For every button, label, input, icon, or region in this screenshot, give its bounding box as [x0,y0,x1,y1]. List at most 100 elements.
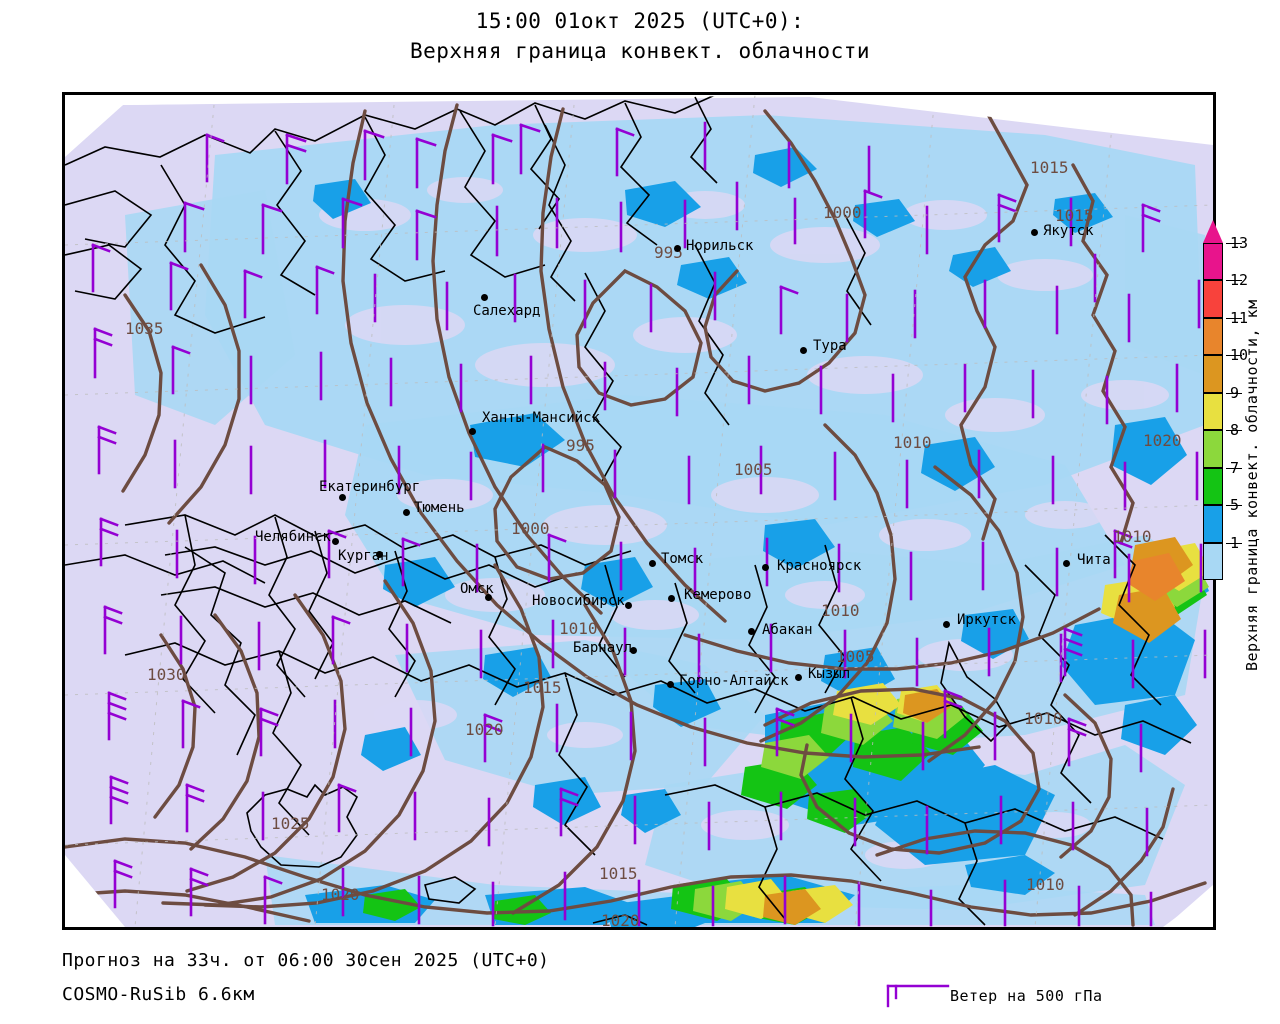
colorbar-top-arrow [1203,220,1223,243]
city-label: Чита [1077,552,1111,568]
isobar-label: 1030 [147,665,186,684]
title-line-parameter: Верхняя граница конвект. облачности [409,39,870,63]
city-marker-dot [469,428,476,435]
city-marker-dot [630,647,637,654]
isobar-label: 1015 [523,678,562,697]
isobar-label: 1015 [1030,158,1069,177]
city-marker-dot [800,347,807,354]
city-label: Ханты-Мансийск [482,410,601,426]
colorbar-label-8: 8 [1230,421,1240,440]
colorbar-band-1 [1203,542,1223,580]
isobar-label: 1005 [734,460,773,479]
colorbar-label-1: 1 [1230,533,1240,552]
city-marker-dot [795,674,802,681]
city-marker-dot [668,595,675,602]
city-label: Абакан [762,622,813,638]
city-marker-dot [485,594,492,601]
colorbar-label-12: 12 [1230,271,1249,290]
city-label: Якутск [1043,223,1094,239]
isobar-label: 1010 [1113,527,1152,546]
colorbar-label-11: 11 [1230,308,1249,327]
isobar-label: 1010 [559,619,598,638]
city-label: Горно-Алтайск [679,673,789,689]
city-label: Екатеринбург [319,479,421,495]
colorbar-band-10 [1203,355,1223,393]
city-label: Томск [661,551,704,567]
isobar-label: 1000 [511,519,550,538]
colorbar-label-10: 10 [1230,346,1249,365]
city-label: Кемерово [684,587,752,603]
title-line-datetime: 15:00 01окт 2025 (UTC+0): [475,9,805,33]
colorbar-tick-11 [1226,317,1242,319]
colorbar-tick-12 [1226,280,1242,282]
city-label: Кызыл [808,666,851,682]
city-label: Тюмень [414,500,465,516]
colorbar-label-7: 7 [1230,458,1240,477]
colorbar-tick-7 [1226,467,1242,469]
isobar-label: 1015 [1055,206,1094,225]
city-marker-dot [667,681,674,688]
colorbar-tick-10 [1226,355,1242,357]
city-marker-dot [674,245,681,252]
city-marker-dot [481,294,488,301]
colorbar-band-9 [1203,392,1223,431]
city-marker-dot [339,494,346,501]
city-marker-dot [649,560,656,567]
city-label: Омск [460,581,494,597]
city-marker-dot [332,538,339,545]
city-marker-dot [1031,229,1038,236]
colorbar-band-11 [1203,317,1223,356]
city-label: Барнаул [573,640,633,656]
isobar-label: 1025 [271,814,310,833]
colorbar-tick-8 [1226,430,1242,432]
model-info-line: COSMO-RuSib 6.6км [62,984,255,1005]
city-marker-dot [748,628,755,635]
colorbar-band-5 [1203,505,1223,543]
city-label: Норильск [686,238,754,254]
weather-map-frame[interactable]: 1015 1015 1000 995 1035 995 1010 1020 1005 1000 10… [62,92,1216,930]
city-label: Курган [338,548,389,564]
isobar-label: 1035 [125,319,164,338]
city-label: Красноярск [777,558,862,574]
colorbar-band-12 [1203,280,1223,318]
wind-legend-label: Ветер на 500 гПа [950,987,1103,1005]
isobar-label: 1010 [821,601,860,620]
city-label: Тура [813,338,847,354]
isobar-label: 1010 [1026,875,1065,894]
colorbar-tick-5 [1226,505,1242,507]
isobar-label: 995 [566,436,595,455]
chart-title-block: 15:00 01окт 2025 (UTC+0): Верхняя границ… [0,6,1280,66]
city-label: Новосибирск [532,593,625,609]
colorbar-label-13: 13 [1230,234,1249,252]
colorbar-label-5: 5 [1230,496,1240,515]
city-marker-dot [943,621,950,628]
city-label: Иркутск [957,612,1017,628]
isobar-label: 1020 [601,911,640,930]
city-marker-dot [1063,560,1070,567]
colorbar-title: Верхняя граница конвект. облачности, км [1243,299,1261,671]
colorbar-band-13 [1203,243,1223,281]
isobar-label: 1020 [1143,431,1182,450]
weather-map-canvas [65,95,1213,927]
colorbar-label-9: 9 [1230,383,1240,402]
isobar-label: 1020 [465,720,504,739]
city-marker-dot [403,509,410,516]
isobar-label: 1005 [836,647,875,666]
colorbar-tick-9 [1226,392,1242,394]
city-label: Салехард [473,303,541,319]
isobar-label: 1000 [823,203,862,222]
isobar-label: 1020 [321,885,360,904]
isobar-label: 1015 [599,864,638,883]
city-marker-dot [762,564,769,571]
city-label: Челябинск [255,529,331,545]
isobar-label: 1010 [893,433,932,452]
colorbar: 13 12 11 10 9 8 7 5 1 [1200,220,1248,580]
colorbar-tick-1 [1226,542,1242,544]
colorbar-band-7 [1203,467,1223,506]
isobar-label: 1010 [1024,709,1063,728]
colorbar-band-8 [1203,430,1223,468]
colorbar-tick-13 [1226,243,1242,244]
city-marker-dot [376,551,383,558]
city-marker-dot [625,602,632,609]
wind-barb-legend-icon [886,984,950,1008]
